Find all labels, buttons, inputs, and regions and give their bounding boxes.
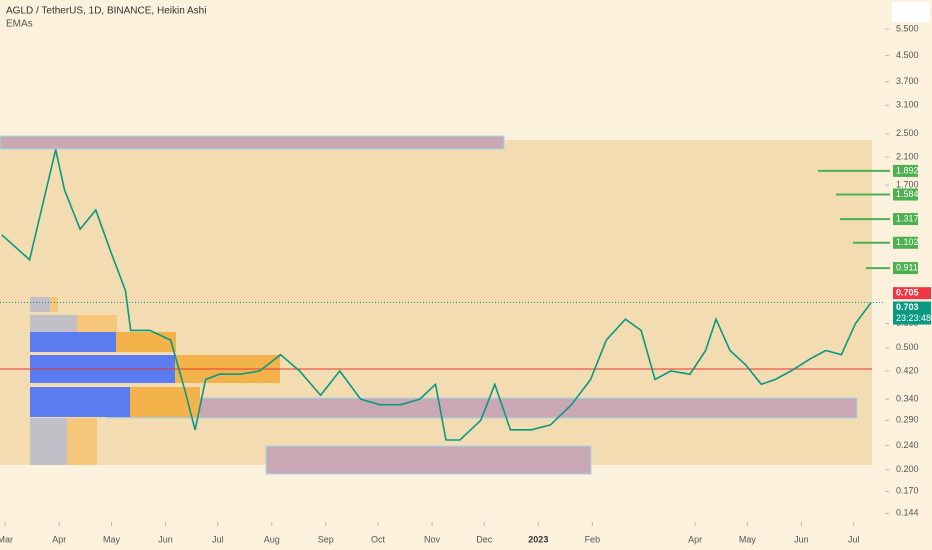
level-tag: [893, 236, 918, 249]
y-tick-label: 0.290: [896, 415, 919, 425]
y-tick-label: 0.200: [896, 464, 919, 474]
x-tick-label: May: [739, 534, 757, 544]
x-tick-label: Mar: [0, 534, 13, 544]
y-tick-label: 3.700: [896, 76, 919, 86]
chart-title: AGLD / TetherUS, 1D, BINANCE, Heikin Ash…: [6, 6, 206, 17]
level-tag: [893, 262, 918, 275]
y-tick-label: 2.100: [896, 151, 919, 161]
price-label: 0.703: [896, 302, 919, 312]
y-tick-label: 2.500: [896, 128, 919, 138]
countdown: 23:23:48: [896, 313, 931, 323]
level-tag: [893, 164, 918, 177]
y-tick-label: 3.100: [896, 100, 919, 110]
x-tick-label: Dec: [476, 534, 493, 544]
x-tick-label: Jun: [794, 534, 809, 544]
level-label: 1.317: [896, 213, 919, 223]
y-tick-label: 0.340: [896, 394, 919, 404]
volume-profile: [30, 297, 280, 465]
x-tick-label: Apr: [688, 534, 702, 544]
zone: [106, 397, 858, 419]
level-label: 0.911: [896, 262, 918, 272]
y-tick-label: 4.500: [896, 50, 919, 60]
y-tick-label: 0.240: [896, 440, 919, 450]
y-tick-label: 0.170: [896, 486, 919, 496]
price-line: [1, 149, 872, 441]
price-tag: [893, 301, 931, 325]
x-tick-label: May: [103, 534, 121, 544]
x-tick-label: Jul: [212, 534, 224, 544]
y-tick-label: 0.144: [896, 508, 919, 518]
chart-subtitle: EMAs: [6, 19, 33, 30]
level-label: 1.102: [896, 237, 919, 247]
x-tick-label: Nov: [424, 534, 441, 544]
corner-box: [892, 2, 930, 22]
x-tick-label: Sep: [318, 534, 334, 544]
level-label: 1.892: [896, 165, 919, 175]
x-tick-label: Feb: [585, 534, 601, 544]
x-tick-label: Jun: [158, 534, 173, 544]
y-tick-label: 1.700: [896, 179, 919, 189]
y-tick-label: 0.500: [896, 342, 919, 352]
price-label: 0.705: [896, 288, 919, 298]
y-tick-label: 5.500: [896, 23, 919, 33]
x-tick-label: 2023: [528, 534, 548, 544]
zone: [265, 445, 592, 475]
x-tick-label: Oct: [371, 534, 386, 544]
x-tick-label: Jul: [848, 534, 860, 544]
level-label: 1.584: [896, 189, 919, 199]
y-tick-label: 0.420: [896, 365, 919, 375]
x-tick-label: Apr: [52, 534, 66, 544]
level-tag: [893, 188, 918, 201]
level-tag: [893, 213, 918, 226]
x-tick-label: Aug: [264, 534, 280, 544]
zone: [0, 135, 505, 150]
price-tag: [893, 287, 931, 300]
